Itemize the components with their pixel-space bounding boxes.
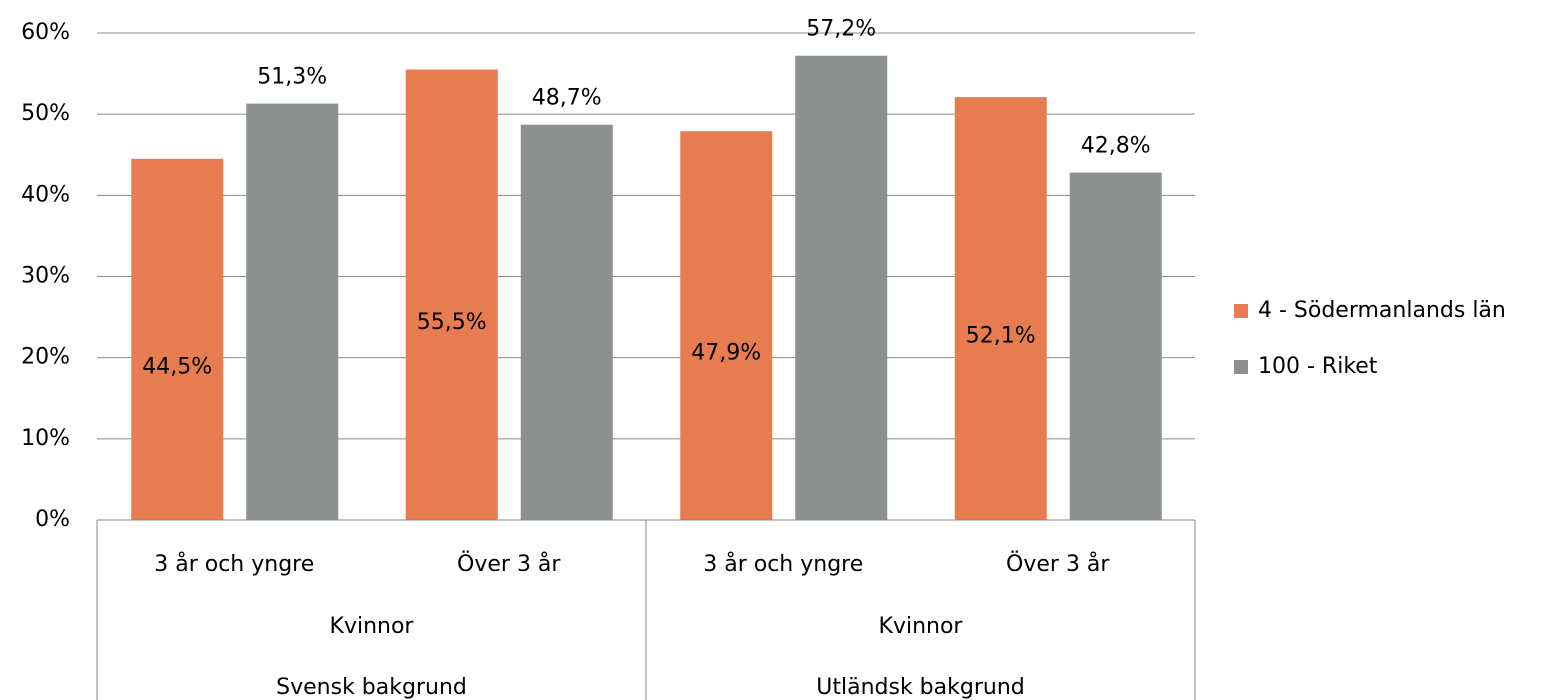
y-tick-label: 10% — [21, 426, 70, 451]
category-group-label: Kvinnor — [879, 614, 964, 639]
y-tick-label: 30% — [21, 264, 70, 289]
legend-swatch — [1234, 304, 1248, 318]
y-tick-label: 60% — [21, 20, 70, 45]
legend-swatch — [1234, 360, 1248, 374]
x-tick-label: 3 år och yngre — [154, 551, 314, 577]
data-label: 47,9% — [691, 341, 761, 366]
data-label: 48,7% — [532, 86, 602, 111]
bar — [131, 158, 224, 520]
data-label: 55,5% — [417, 310, 487, 335]
legend-label: 100 - Riket — [1258, 354, 1378, 379]
bar — [1069, 172, 1162, 520]
data-label: 44,5% — [142, 354, 212, 379]
bar — [680, 131, 773, 520]
data-label: 42,8% — [1081, 134, 1151, 159]
y-tick-label: 50% — [21, 101, 70, 126]
y-tick-label: 0% — [35, 507, 70, 532]
x-tick-label: Över 3 år — [457, 551, 561, 577]
data-label: 57,2% — [806, 17, 876, 42]
bar — [405, 69, 498, 521]
bar — [246, 103, 339, 521]
data-label: 51,3% — [257, 65, 327, 90]
legend-label: 4 - Södermanlands län — [1258, 298, 1506, 323]
y-tick-label: 40% — [21, 182, 70, 207]
bar — [795, 55, 888, 521]
data-label: 52,1% — [966, 324, 1036, 349]
x-tick-label: 3 år och yngre — [703, 551, 863, 577]
bar — [954, 97, 1047, 520]
x-tick-label: Över 3 år — [1006, 551, 1110, 577]
bar — [520, 124, 613, 521]
category-group-label: Utländsk bakgrund — [816, 675, 1024, 700]
category-group-label: Kvinnor — [330, 614, 415, 639]
category-group-label: Svensk bakgrund — [276, 675, 467, 700]
y-tick-label: 20% — [21, 345, 70, 370]
